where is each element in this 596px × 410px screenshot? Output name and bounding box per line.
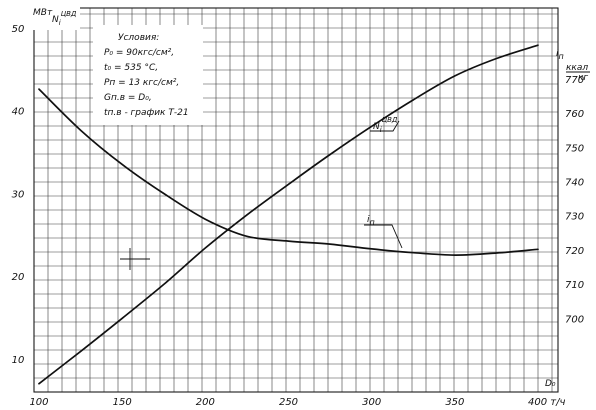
x-tick-label: 400 т/ч [528,397,565,408]
right-tick-label: 710 [565,280,584,291]
right-tick-label: 750 [565,143,584,154]
series-label-n-leader [370,120,400,132]
conditions-line: P₀ = 90кгс/см², [104,48,174,58]
conditions-line: t₀ = 535 °С, [104,63,158,73]
svg-text:iп: iп [367,215,375,227]
x-tick-label: 100 [29,397,48,408]
series-line-n-cvd [38,44,539,385]
left-axis-label: МВт NiЦВД [32,4,80,30]
x-tick-label: 300 [362,397,381,408]
x-tick-label: 250 [279,397,298,408]
conditions-line: Pп = 13 кгс/см², [104,78,179,88]
left-tick-label: 30 [12,189,25,200]
left-axis-symbol: NiЦВД [52,10,77,27]
right-axis-unit-bottom: кг [578,73,588,83]
left-tick-label: 20 [12,272,25,283]
right-tick-label: 740 [565,178,584,189]
series-label-n: NiЦВД [370,116,400,134]
x-tick-label: 200 [196,397,215,408]
right-tick-label: 720 [565,246,584,257]
left-tick-label: 10 [12,355,25,366]
svg-text:NiЦВД: NiЦВД [373,116,398,134]
right-tick-label: 730 [565,212,584,223]
conditions-title: Условия: [118,33,159,43]
left-tick-label: 40 [12,107,25,118]
tick-labels: 100 150 200 250 300 350 400 т/ч 10 20 30 40 50 700 71… [12,24,584,408]
series-label-n-sub: i [380,126,382,134]
series-label-i-symbol: i [367,215,370,225]
x-tick-label: 350 [445,397,464,408]
left-tick-label: 50 [12,24,25,35]
series-label-n-sup: ЦВД [382,116,398,124]
right-tick-label: 700 [565,314,584,325]
right-axis-unit-top: ккал [566,63,588,73]
series-label-i-sub: п [370,218,375,227]
conditions-box: Условия: P₀ = 90кгс/см², t₀ = 535 °С, Pп… [93,25,203,125]
x-axis-label: D₀ [545,379,556,389]
right-tick-label: 760 [565,109,584,120]
series-label-n-symbol: N [373,122,380,132]
right-axis-label: iп ккал кг [556,49,590,83]
cross-mark [120,248,150,270]
conditions-line: Gп.в = D₀, [104,93,152,103]
series-label-i: iп [364,215,403,249]
x-tick-label: 150 [113,397,132,408]
series-label-i-leader [364,224,403,249]
right-axis-symbol: iп [556,49,564,61]
curves [38,44,539,385]
plot-frame [33,7,559,393]
conditions-line: tп.в - график Т-21 [104,108,189,118]
right-tick-label: 770 [565,75,584,86]
left-axis-unit: МВт [33,8,53,18]
series-line-i-p [38,88,539,256]
